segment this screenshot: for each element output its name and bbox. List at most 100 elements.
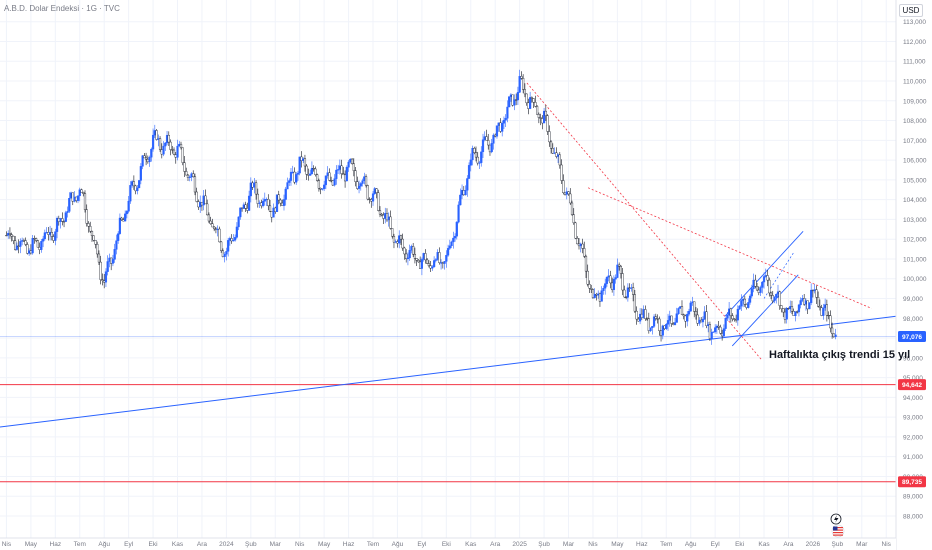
candle-body <box>422 253 425 260</box>
candle-body <box>762 276 766 283</box>
candle-body <box>139 166 142 181</box>
lightning-icon[interactable] <box>830 513 842 525</box>
candle-body <box>481 139 485 153</box>
candle-body <box>508 96 511 108</box>
candle-body <box>28 250 31 254</box>
candle-body <box>820 307 823 316</box>
candle-body <box>335 169 338 179</box>
candle-body <box>426 259 429 264</box>
candle-body <box>478 162 481 164</box>
candle-body <box>569 193 572 204</box>
price-axis[interactable]: 88,00089,00090,00091,00092,00093,00094,0… <box>895 0 932 550</box>
candle-body <box>33 238 36 240</box>
time-tick-label: Nis <box>2 541 12 548</box>
candle-body <box>207 214 211 222</box>
candle-body <box>584 256 588 272</box>
candle-body <box>361 180 364 184</box>
candle-body <box>677 308 680 314</box>
candle-body <box>22 240 25 242</box>
candle-body <box>382 214 385 219</box>
level-tag-bg <box>898 379 926 391</box>
currency-unit-badge[interactable]: USD <box>899 4 923 17</box>
candle-body <box>85 209 88 224</box>
time-axis-bg <box>0 538 896 550</box>
time-tick-label: Eyl <box>711 541 721 548</box>
candle-body <box>326 172 329 177</box>
candle-body <box>656 318 659 320</box>
candle-body <box>392 236 396 243</box>
candle-body <box>155 130 158 140</box>
candle-body <box>158 138 162 150</box>
candle-body <box>474 152 478 158</box>
candle-body <box>518 76 521 93</box>
us-flag-icon[interactable] <box>831 524 845 538</box>
candle-body <box>747 302 750 308</box>
candle-body <box>433 260 436 268</box>
candle-body <box>24 240 27 245</box>
candle-body <box>464 190 467 196</box>
candle-body <box>469 159 472 166</box>
candle-body <box>717 325 720 328</box>
candle-body <box>741 298 745 301</box>
candle-body <box>448 245 451 249</box>
candle-body <box>637 318 640 322</box>
candle-body <box>548 131 551 143</box>
candle-body <box>445 255 448 262</box>
candle-body <box>111 259 115 264</box>
candle-body <box>181 147 184 163</box>
time-tick-label: Kas <box>465 541 477 548</box>
candle-body <box>541 118 544 124</box>
candle-body <box>436 252 439 260</box>
candle-body <box>75 196 78 201</box>
candle-body <box>666 320 670 325</box>
candle-body <box>190 173 193 178</box>
candle-body <box>227 240 230 252</box>
candle-body <box>385 213 389 221</box>
candle-body <box>160 149 163 155</box>
candle-body <box>298 156 301 174</box>
candle-body <box>453 235 457 239</box>
candle-body <box>625 296 628 298</box>
candle-body <box>345 167 348 182</box>
candle-body <box>237 216 240 228</box>
candle-body <box>792 311 795 317</box>
time-tick-label: 2025 <box>512 541 527 548</box>
candle-body <box>497 122 500 126</box>
candle-body <box>192 173 195 178</box>
time-axis[interactable]: Nis May Haz Tem Ağu Eyl Eki Kas Ara 2024 Şub Mar Nis… <box>0 537 896 550</box>
candle-body <box>14 240 17 250</box>
candle-body <box>305 165 308 175</box>
candle-body <box>78 189 81 197</box>
candle-body <box>689 302 692 312</box>
candle-body <box>108 257 111 262</box>
candle-body <box>698 319 701 324</box>
candle-body <box>389 216 392 229</box>
candle-body <box>199 201 202 208</box>
candle-body <box>209 220 212 224</box>
candle-body <box>752 279 755 289</box>
candle-body <box>551 148 554 154</box>
candle-body <box>719 326 722 334</box>
candle-body <box>213 226 216 230</box>
candle-body <box>457 204 460 223</box>
candle-body <box>649 327 652 331</box>
candle-body <box>373 188 376 194</box>
candle-body <box>342 173 345 176</box>
candle-body <box>323 184 326 189</box>
candle-body <box>172 149 176 155</box>
candle-body <box>487 140 490 146</box>
candle-body <box>450 241 453 247</box>
candle-body <box>558 154 561 166</box>
candle-body <box>274 207 277 212</box>
candle-body <box>590 287 593 290</box>
candle-body <box>31 238 34 254</box>
candle-body <box>815 289 818 298</box>
candle-body <box>403 247 406 255</box>
time-tick-label: Ağu <box>685 541 697 548</box>
candle-body <box>412 246 415 255</box>
candle-body <box>785 308 788 320</box>
candle-body <box>153 130 156 136</box>
candle-body <box>169 141 172 150</box>
candle-body <box>258 202 261 204</box>
